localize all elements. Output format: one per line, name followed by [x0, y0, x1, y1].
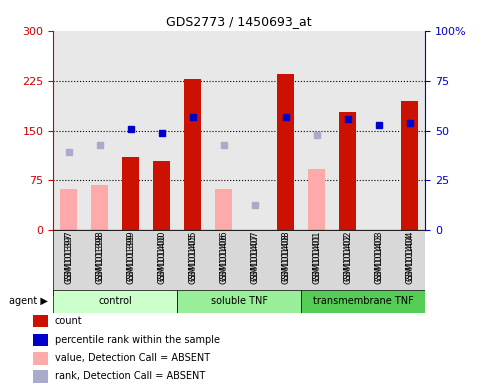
Text: GSM101408: GSM101408 — [281, 233, 290, 284]
Text: GSM101401: GSM101401 — [312, 230, 321, 281]
Title: GDS2773 / 1450693_at: GDS2773 / 1450693_at — [166, 15, 312, 28]
Bar — [339, 112, 356, 230]
Bar — [184, 79, 201, 230]
Text: transmembrane TNF: transmembrane TNF — [313, 296, 413, 306]
Text: GSM101397: GSM101397 — [64, 233, 73, 285]
Bar — [401, 101, 418, 230]
Text: GSM101400: GSM101400 — [157, 230, 166, 281]
Text: GSM101403: GSM101403 — [374, 233, 383, 284]
Text: GSM101399: GSM101399 — [126, 233, 135, 284]
Bar — [60, 189, 77, 230]
Text: agent ▶: agent ▶ — [10, 296, 48, 306]
Text: GSM101406: GSM101406 — [219, 233, 228, 284]
Text: GSM101407: GSM101407 — [250, 230, 259, 281]
Bar — [301, 290, 425, 313]
Bar — [33, 315, 48, 327]
Bar — [215, 189, 232, 230]
Bar — [33, 370, 48, 382]
Text: count: count — [55, 316, 82, 326]
Bar — [91, 185, 108, 230]
Text: GSM101406: GSM101406 — [219, 230, 228, 281]
Bar — [122, 157, 139, 230]
Bar — [277, 74, 294, 230]
Text: value, Detection Call = ABSENT: value, Detection Call = ABSENT — [55, 353, 210, 363]
Text: rank, Detection Call = ABSENT: rank, Detection Call = ABSENT — [55, 371, 205, 381]
Bar — [308, 169, 325, 230]
Text: GSM101402: GSM101402 — [343, 230, 352, 281]
Text: GSM101397: GSM101397 — [64, 230, 73, 281]
Bar — [153, 161, 170, 230]
Text: GSM101402: GSM101402 — [343, 233, 352, 284]
Bar — [177, 290, 301, 313]
Text: GSM101404: GSM101404 — [405, 233, 414, 284]
Bar — [53, 230, 425, 296]
Text: GSM101400: GSM101400 — [157, 233, 166, 284]
Text: GSM101405: GSM101405 — [188, 230, 197, 281]
Text: percentile rank within the sample: percentile rank within the sample — [55, 335, 220, 345]
Text: GSM101405: GSM101405 — [188, 233, 197, 284]
Bar — [53, 290, 177, 313]
Text: GSM101398: GSM101398 — [95, 230, 104, 281]
Text: GSM101408: GSM101408 — [281, 230, 290, 281]
Text: GSM101403: GSM101403 — [374, 230, 383, 281]
Text: GSM101398: GSM101398 — [95, 233, 104, 285]
Text: GSM101407: GSM101407 — [250, 233, 259, 284]
Text: GSM101399: GSM101399 — [126, 230, 135, 281]
Text: GSM101404: GSM101404 — [405, 230, 414, 281]
Text: GSM101401: GSM101401 — [312, 233, 321, 284]
Bar — [33, 352, 48, 365]
Bar — [33, 334, 48, 346]
Text: control: control — [98, 296, 132, 306]
Text: soluble TNF: soluble TNF — [211, 296, 268, 306]
